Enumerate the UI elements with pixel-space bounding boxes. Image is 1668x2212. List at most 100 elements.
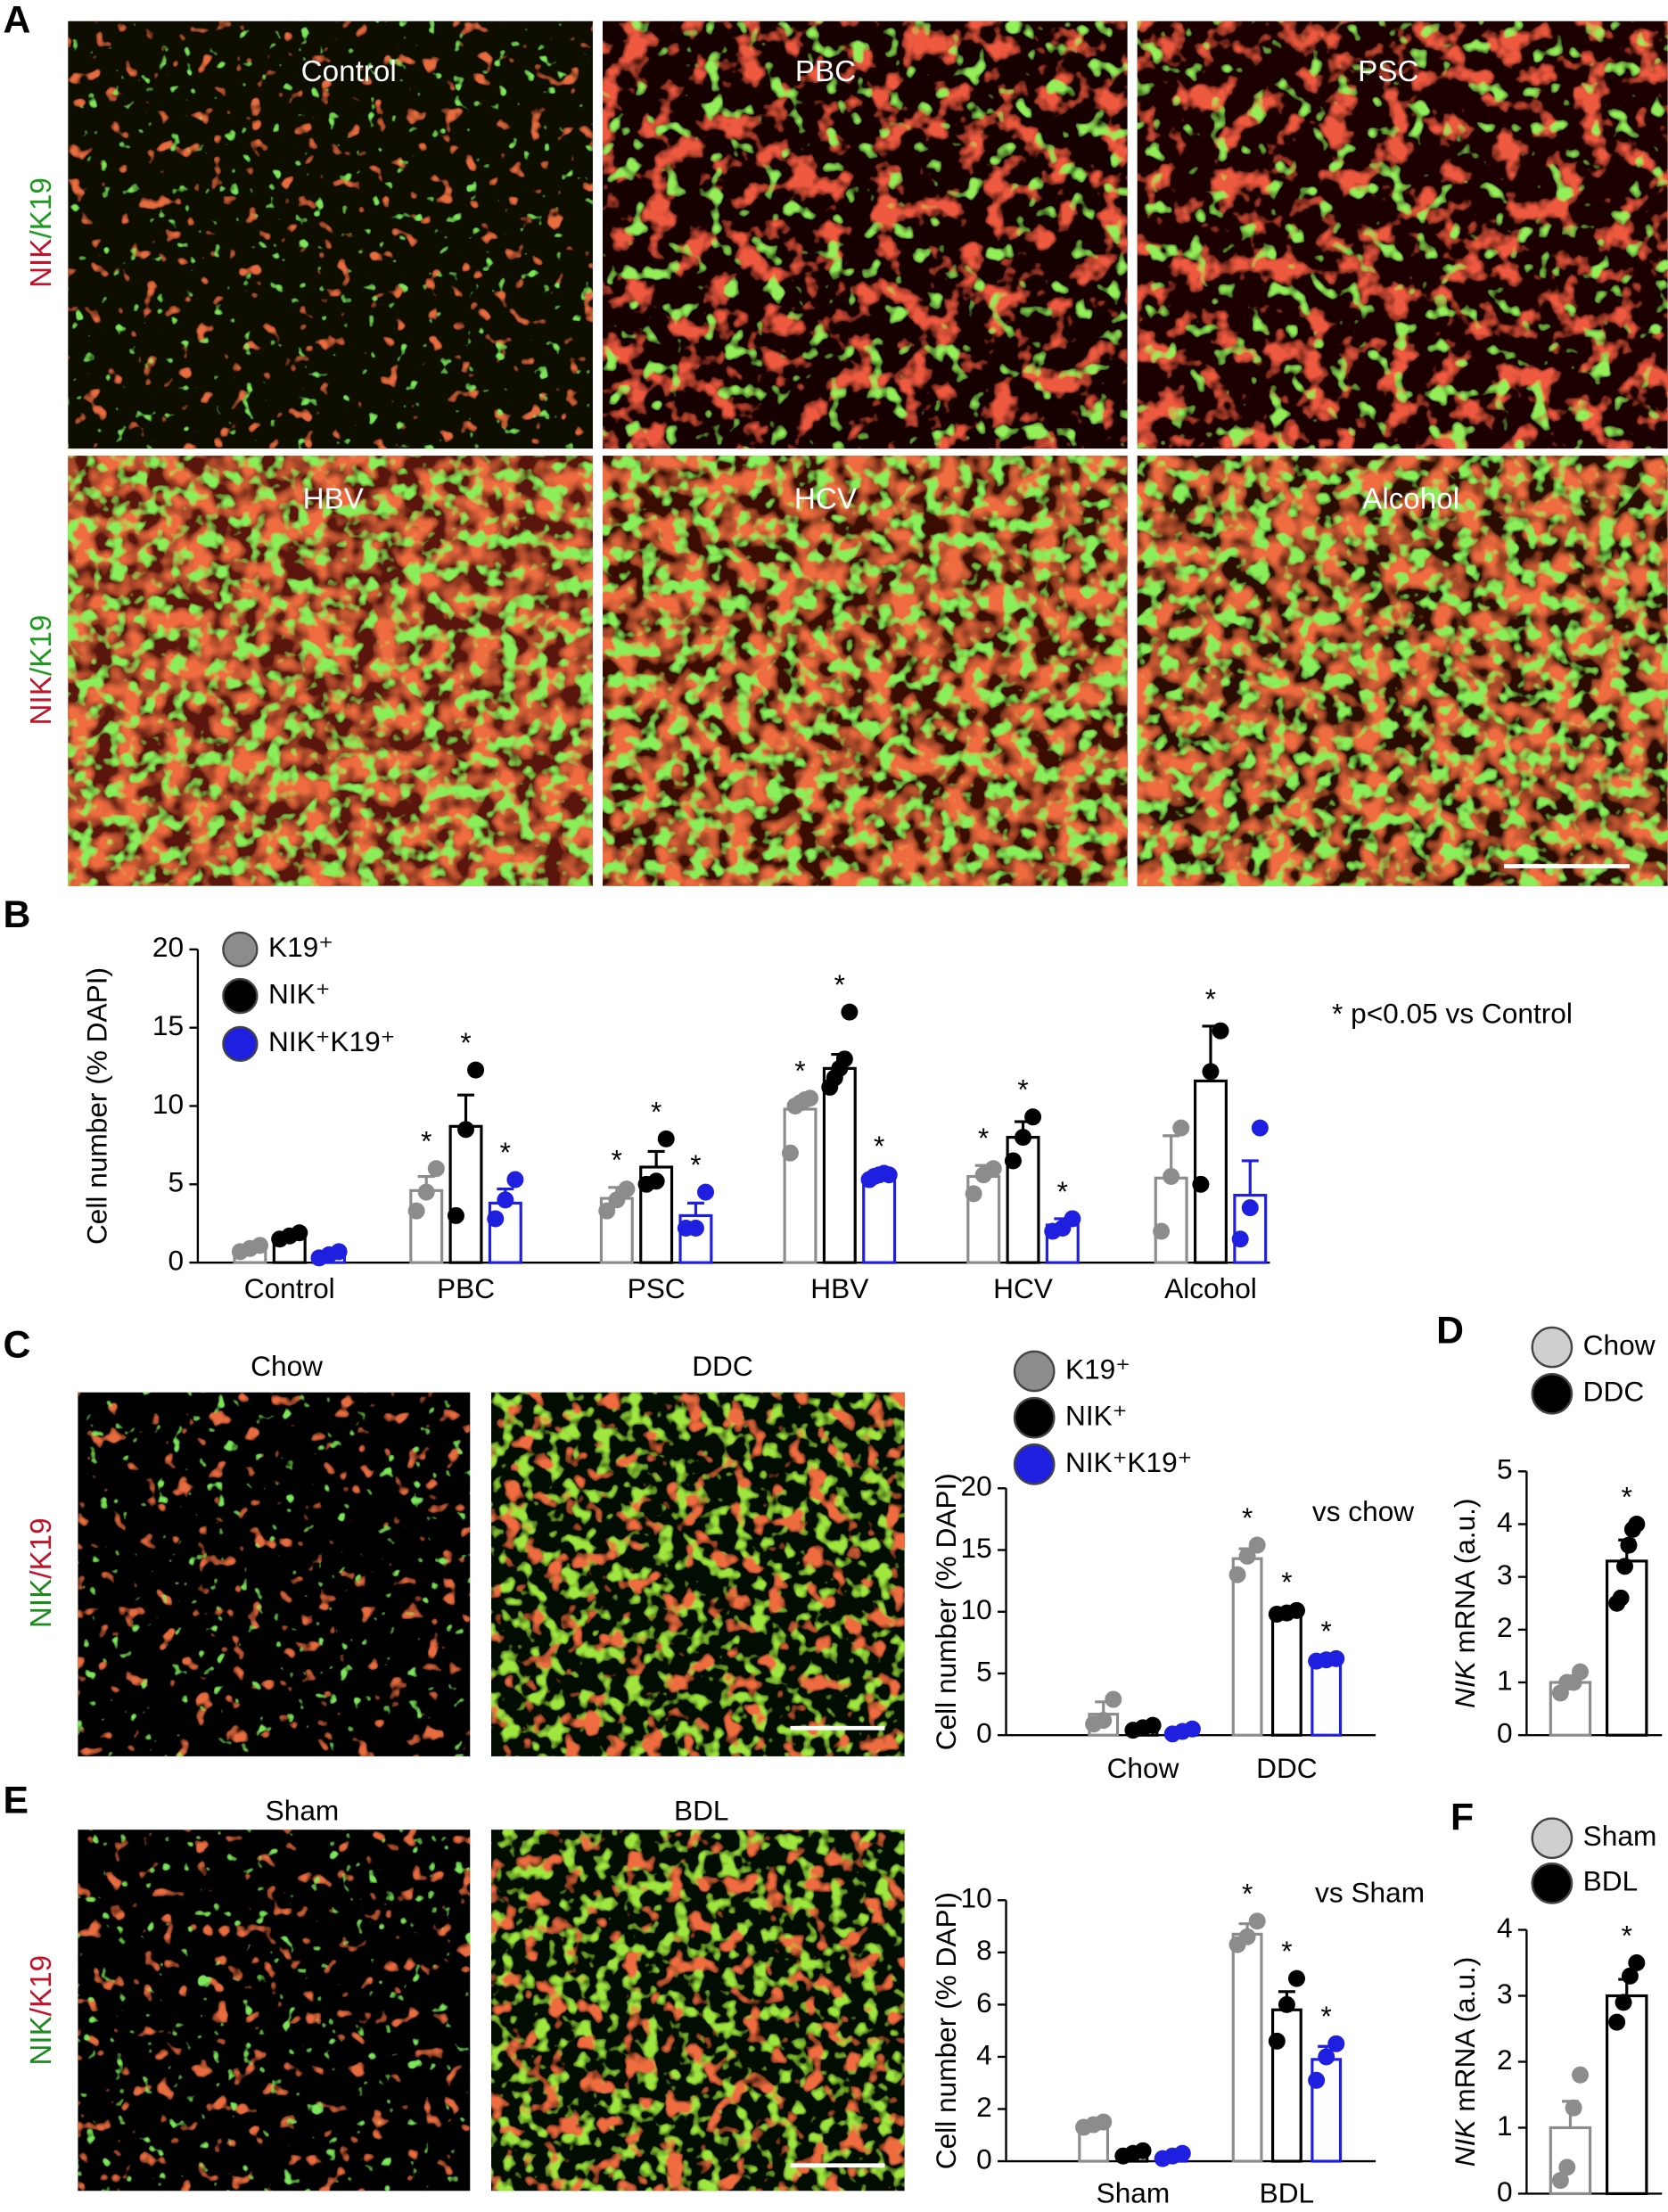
data-point [506, 1171, 524, 1188]
note: vs Sham [1315, 1876, 1425, 1908]
significance: * [1321, 2000, 1332, 2032]
data-point [781, 1144, 799, 1162]
legend-marker [1013, 1350, 1056, 1393]
error-bar [647, 1149, 665, 1167]
y-tick-label: 6 [976, 1986, 992, 2019]
image-caption: HCV [794, 482, 858, 515]
legend-label: Chow [1583, 1328, 1656, 1361]
significance: * [1622, 1480, 1632, 1512]
image-caption: Control [301, 55, 397, 88]
panel-label: D [1436, 1310, 1464, 1353]
y-tick-label: 8 [976, 1934, 992, 1966]
legend-label: NIK⁺ [1065, 1400, 1127, 1432]
y-axis-label-part: NIK [1449, 2118, 1481, 2167]
data-point [1327, 2035, 1345, 2052]
bar [1193, 1079, 1228, 1264]
data-point [1318, 2048, 1335, 2066]
data-point [1183, 1720, 1201, 1738]
data-point [251, 1237, 269, 1254]
bar [1231, 1557, 1263, 1737]
data-point [1251, 1119, 1269, 1137]
stain-label: NIK/K19 [25, 615, 58, 726]
y-tick-label: 0 [976, 2142, 992, 2175]
micrograph [78, 1830, 471, 2191]
data-point [330, 1243, 348, 1261]
y-tick-label: 10 [961, 1593, 992, 1625]
y-tick-label: 0 [1497, 1717, 1513, 1749]
panel-label: B [4, 893, 31, 936]
data-point [801, 1090, 819, 1107]
bar [862, 1174, 897, 1264]
data-point [1615, 1994, 1632, 2011]
stain-label: NIK/K19 [25, 1517, 58, 1628]
legend-marker [1531, 1817, 1574, 1860]
significance: * [460, 1026, 471, 1058]
data-point [1095, 1712, 1113, 1730]
legend-label: NIK⁺K19⁺ [1065, 1446, 1192, 1478]
image-caption: BDL [674, 1795, 729, 1827]
micrograph [68, 456, 593, 886]
x-tick-label: PBC [437, 1272, 495, 1304]
data-point [407, 1202, 425, 1220]
data-point [608, 1191, 626, 1209]
data-point [1628, 1515, 1646, 1533]
y-tick-label: 15 [961, 1532, 992, 1564]
data-point [1248, 1912, 1266, 1930]
stain-part: /K19 [25, 615, 58, 676]
y-axis-label: Cell number (% DAPI) [930, 1892, 962, 2169]
data-point [417, 1183, 435, 1201]
legend-marker [1013, 1396, 1056, 1439]
significance: * [1321, 1615, 1332, 1647]
y-tick-label: 4 [1497, 1506, 1513, 1538]
panel-label: A [4, 0, 31, 42]
data-point [1134, 2142, 1152, 2159]
data-point [1241, 1199, 1259, 1217]
data-point [497, 1191, 514, 1209]
significance: * [874, 1130, 884, 1162]
data-point [965, 1185, 982, 1203]
significance: * [421, 1125, 431, 1157]
significance: * [1242, 1878, 1253, 1910]
error-bar [686, 1201, 704, 1216]
x-tick-label: DDC [1256, 1752, 1318, 1784]
data-point [467, 1061, 485, 1079]
stain-part: NIK [25, 239, 58, 288]
bar [1271, 2008, 1302, 2163]
data-point [1163, 1168, 1180, 1186]
bar [1311, 1658, 1343, 1737]
data-point [1238, 1547, 1256, 1565]
micrograph [68, 21, 593, 449]
stain-part: NIK [25, 676, 58, 725]
data-point [1228, 1566, 1246, 1583]
y-tick-label: 4 [1497, 1912, 1513, 1944]
y-axis-label-part: mRNA (a.u.) [1449, 1499, 1481, 1662]
note: * p<0.05 vs Control [1332, 998, 1573, 1030]
data-point [1231, 1230, 1249, 1248]
data-point [1202, 1063, 1220, 1081]
significance: * [1281, 1935, 1292, 1967]
y-axis-label: NIK mRNA (a.u.) [1449, 1499, 1481, 1708]
stain-label: NIK/K19 [25, 1955, 58, 2066]
data-point [1105, 1690, 1122, 1708]
x-tick-label: Chow [1107, 1752, 1179, 1784]
significance: * [1057, 1175, 1068, 1207]
data-point [657, 1130, 675, 1147]
panel-label: C [4, 1323, 31, 1366]
data-point [1287, 1601, 1305, 1619]
data-point [1144, 1716, 1162, 1734]
y-tick-label: 0 [168, 1244, 184, 1276]
micrograph [491, 1830, 905, 2191]
image-caption: Chow [251, 1350, 323, 1382]
legend-label: K19⁺ [1065, 1353, 1130, 1385]
data-point [1212, 1022, 1229, 1040]
data-point [1278, 1995, 1295, 2013]
data-point [447, 1206, 464, 1224]
y-axis-label: Cell number (% DAPI) [930, 1473, 962, 1750]
data-point [1558, 2159, 1576, 2176]
data-point [457, 1121, 475, 1139]
data-point [598, 1202, 616, 1220]
x-tick-label: Alcohol [1164, 1272, 1257, 1304]
x-tick-label: Control [244, 1272, 335, 1304]
data-point [1572, 1663, 1590, 1681]
